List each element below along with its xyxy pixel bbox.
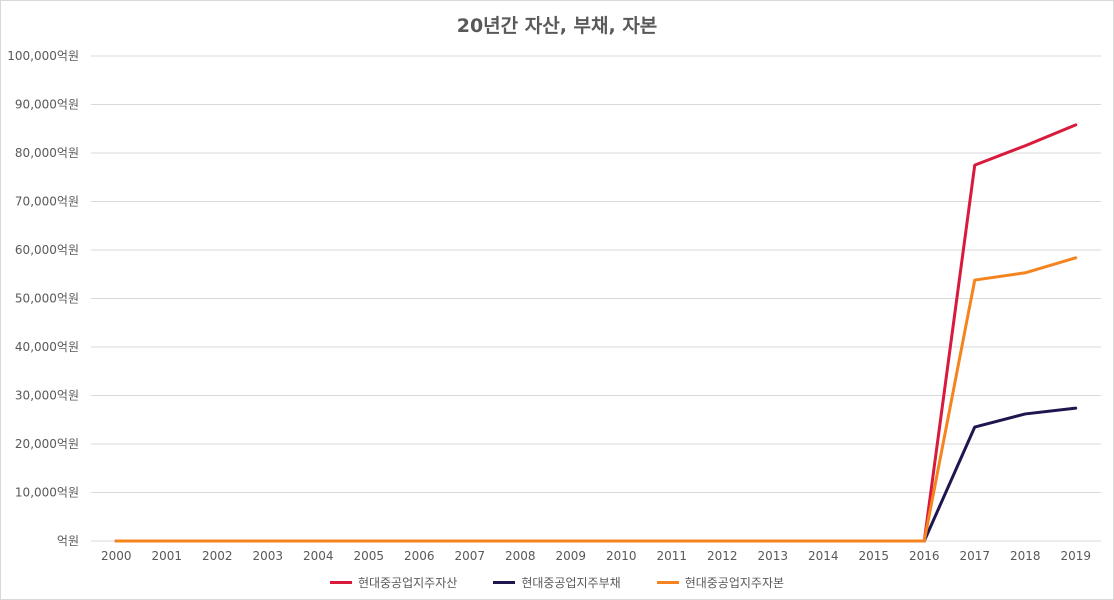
x-tick-label: 2015 <box>858 549 889 563</box>
legend-label: 현대중공업지주자산 <box>357 576 458 590</box>
chart-title: 20년간 자산, 부채, 자본 <box>456 15 658 37</box>
y-tick-label: 60,000억원 <box>15 243 79 257</box>
legend-label: 현대중공업지주자본 <box>684 576 785 590</box>
x-tick-label: 2001 <box>151 549 182 563</box>
legend-label: 현대중공업지주부채 <box>521 576 621 590</box>
x-tick-label: 2004 <box>303 549 334 563</box>
x-tick-label: 2012 <box>707 549 738 563</box>
x-tick-label: 2007 <box>454 549 485 563</box>
x-tick-label: 2011 <box>656 549 687 563</box>
y-tick-label: 10,000억원 <box>15 486 79 500</box>
y-tick-label: 40,000억원 <box>15 340 79 354</box>
x-tick-label: 2017 <box>959 549 990 563</box>
x-tick-label: 2003 <box>252 549 283 563</box>
x-tick-label: 2006 <box>404 549 435 563</box>
x-tick-label: 2013 <box>757 549 788 563</box>
legend-item-3: 현대중공업지주자본 <box>656 574 785 591</box>
x-tick-label: 2000 <box>101 549 132 563</box>
x-tick-label: 2008 <box>505 549 536 563</box>
x-tick-label: 2005 <box>353 549 384 563</box>
y-tick-label: 100,000억원 <box>7 49 79 63</box>
y-tick-label: 90,000억원 <box>15 98 79 112</box>
legend-item-2: 현대중공업지주부채 <box>493 574 621 591</box>
x-tick-label: 2019 <box>1060 549 1091 563</box>
x-tick-label: 2014 <box>808 549 839 563</box>
y-tick-label: 30,000억원 <box>15 389 79 403</box>
legend-swatch <box>656 581 679 584</box>
legend-item-1: 현대중공업지주자산 <box>329 574 458 591</box>
y-tick-label: 50,000억원 <box>15 292 79 306</box>
y-tick-label: 70,000억원 <box>15 195 79 209</box>
y-tick-label: 억원 <box>57 534 79 548</box>
x-tick-label: 2016 <box>909 549 940 563</box>
y-tick-label: 20,000억원 <box>15 437 79 451</box>
x-tick-label: 2018 <box>1010 549 1041 563</box>
x-tick-label: 2010 <box>606 549 637 563</box>
chart-legend: 현대중공업지주자산 현대중공업지주부채 현대중공업지주자본 <box>1 574 1113 591</box>
series-line-1 <box>114 123 1078 543</box>
y-tick-label: 80,000억원 <box>15 146 79 160</box>
series-line-3 <box>114 256 1078 543</box>
legend-swatch <box>493 581 516 584</box>
x-tick-label: 2002 <box>202 549 233 563</box>
x-tick-label: 2009 <box>555 549 586 563</box>
legend-swatch <box>329 581 352 584</box>
